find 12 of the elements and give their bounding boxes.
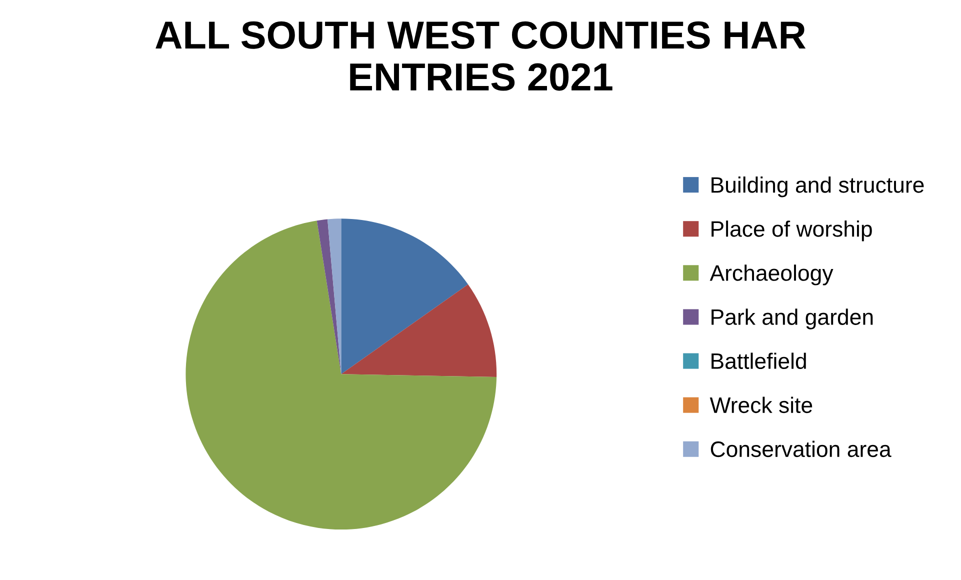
legend-label: Archaeology (710, 264, 834, 286)
pie-slice (341, 284, 497, 378)
chart-title: ALL SOUTH WEST COUNTIES HAR ENTRIES 2021 (156, 21, 806, 91)
legend-label: Battlefield (712, 352, 806, 370)
pie-slice (316, 219, 342, 374)
pie-slice (341, 218, 468, 374)
legend-label: Wreck site (710, 396, 812, 414)
legend-label: Conservation area (710, 440, 892, 458)
pie-slice (186, 220, 497, 530)
legend-label: Place of worship (712, 220, 872, 242)
legend-label: Park and garden (712, 308, 873, 330)
legend-label: Building and structure (712, 176, 924, 198)
